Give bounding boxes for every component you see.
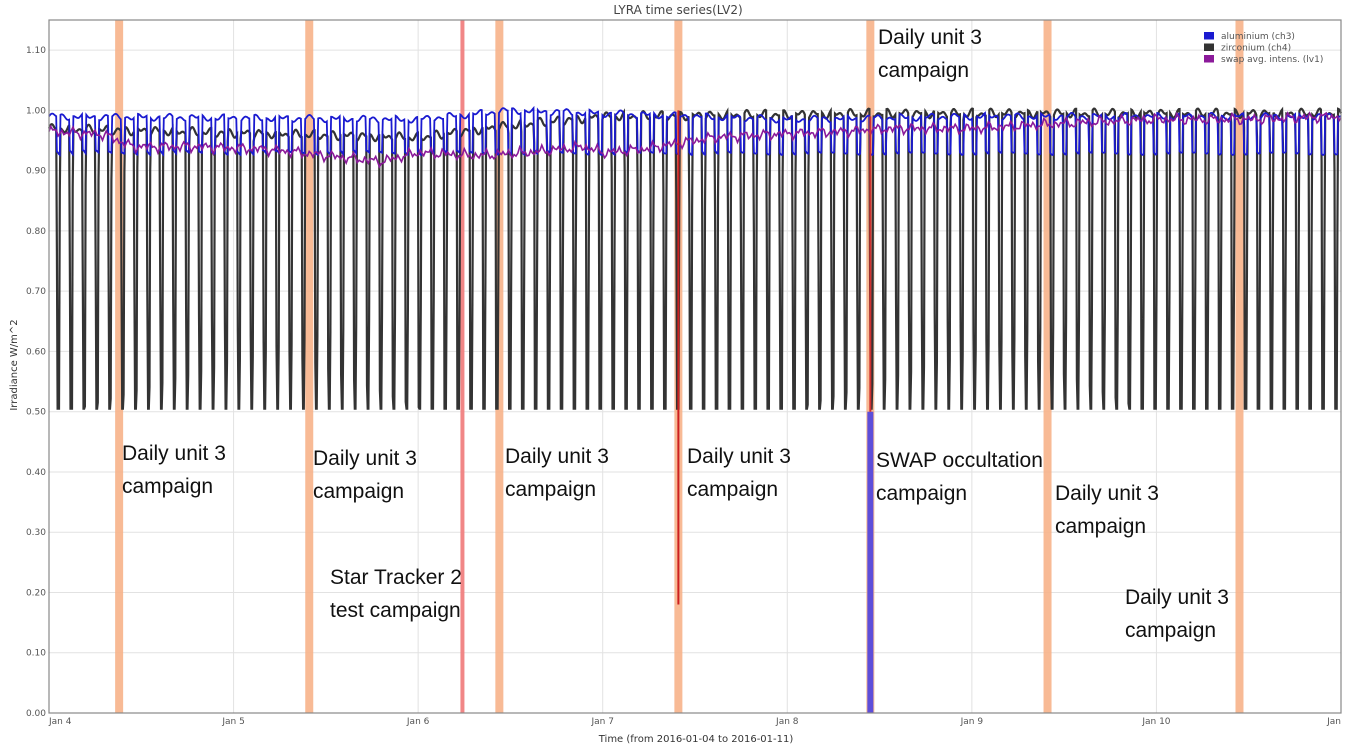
campaign-band: [1235, 20, 1244, 713]
y-tick-label: 0.10: [26, 649, 46, 659]
x-tick-label: Jan 7: [590, 717, 613, 727]
x-tick-label: Jan 10: [1141, 717, 1170, 727]
y-tick-label: 0.00: [26, 709, 46, 719]
y-tick-label: 0.90: [26, 167, 46, 177]
y-tick-label: 0.50: [26, 408, 46, 418]
y-tick-label: 1.00: [26, 106, 46, 116]
legend-swatch: [1204, 32, 1214, 40]
legend: aluminium (ch3) zirconium (ch4)swap avg. …: [1204, 32, 1323, 65]
annotation-line: Daily unit 3: [878, 26, 982, 49]
y-tick-label: 1.10: [26, 46, 46, 56]
annotation-line: SWAP occultation: [876, 449, 1043, 472]
y-tick-label: 0.60: [26, 347, 46, 357]
x-tick-label: Jan 6: [406, 717, 430, 727]
plot-frame: [48, 19, 1342, 714]
annotation-line: campaign: [1125, 619, 1216, 642]
y-tick-label: 0.40: [26, 468, 46, 478]
chart-title: LYRA time series(LV2): [613, 3, 742, 17]
annotation-line: campaign: [878, 59, 969, 82]
campaign-band: [115, 20, 124, 713]
series-lines: [47, 105, 1343, 713]
y-tick-label: 0.20: [26, 588, 46, 598]
x-tick-label: Jan: [1326, 717, 1341, 727]
annotation-line: Daily unit 3: [687, 445, 791, 468]
annotation-line: campaign: [122, 475, 213, 498]
y-tick-label: 0.30: [26, 528, 46, 538]
y-axis-label: Irradiance W/m^2: [9, 319, 20, 410]
annotation-line: campaign: [876, 482, 967, 505]
y-tick-label: 0.80: [26, 227, 46, 237]
legend-label: aluminium (ch3): [1221, 32, 1295, 42]
campaign-band: [305, 20, 314, 713]
legend-swatch: [1204, 55, 1214, 63]
series-aluminium-line: [48, 105, 1341, 157]
legend-label: swap avg. intens. (lv1): [1221, 55, 1323, 65]
campaign-band: [1043, 20, 1052, 713]
legend-label: zirconium (ch4): [1221, 44, 1291, 54]
legend-swatch: [1204, 43, 1214, 51]
x-tick-label: Jan 5: [221, 717, 244, 727]
x-tick-label: Jan 4: [48, 717, 72, 727]
x-tick-label: Jan 8: [775, 717, 799, 727]
campaign-band: [495, 20, 504, 713]
axes: 0.00 0.10 0.20 0.30 0.40 0.50 0.60 0.70 0.80 0.90…: [26, 19, 1342, 727]
campaign-band: [460, 20, 465, 713]
annotation-line: Daily unit 3: [505, 445, 609, 468]
x-tick-label: Jan 9: [960, 717, 984, 727]
series-swap-line: [48, 111, 1342, 169]
annotation-line: Star Tracker 2: [330, 566, 462, 589]
annotation-line: campaign: [313, 480, 404, 503]
annotation-line: Daily unit 3: [1055, 482, 1159, 505]
annotation-line: Daily unit 3: [1125, 586, 1229, 609]
annotation-line: campaign: [1055, 515, 1146, 538]
annotation-line: Daily unit 3: [313, 447, 417, 470]
annotation-line: campaign: [505, 478, 596, 501]
annotation-line: test campaign: [330, 599, 461, 622]
y-tick-label: 0.70: [26, 287, 46, 297]
annotation-line: campaign: [687, 478, 778, 501]
annotation-line: Daily unit 3: [122, 442, 226, 465]
campaign-annotations: Daily unit 3 campaign Daily unit 3 campaign…: [122, 26, 1229, 642]
swap-occultation-drop: [867, 411, 874, 713]
x-axis-label: Time (from 2016-01-04 to 2016-01-11): [598, 734, 794, 745]
